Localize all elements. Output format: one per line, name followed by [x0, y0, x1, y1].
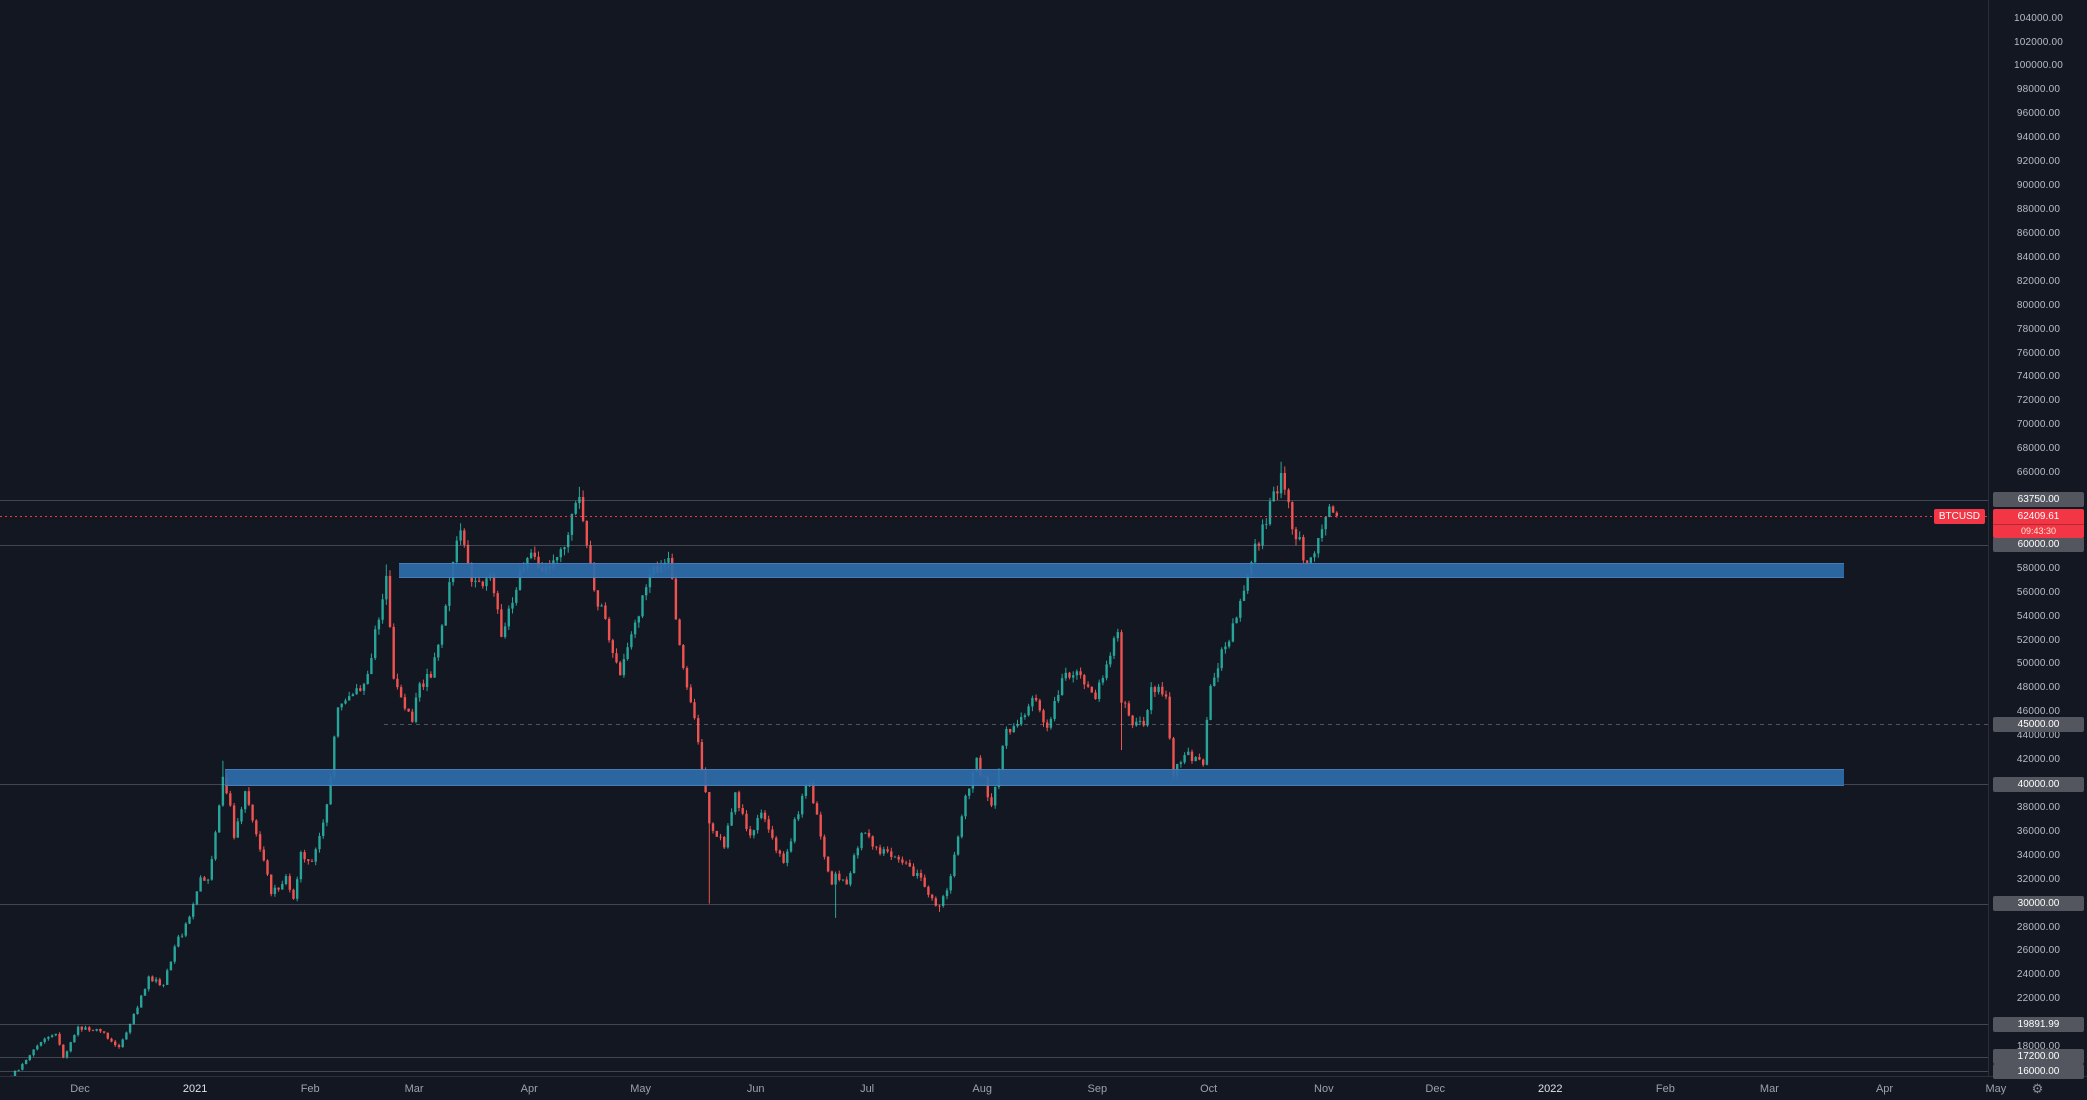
time-axis-label: Mar	[404, 1083, 424, 1095]
last-price-value: 62409.61	[2017, 510, 2060, 522]
price-tick-label: 98000.00	[2016, 84, 2061, 96]
price-tick-label: 80000.00	[2016, 299, 2061, 311]
price-level-line[interactable]	[384, 724, 1988, 726]
price-tick-label: 46000.00	[2016, 706, 2061, 718]
time-axis-label: 2022	[1538, 1083, 1563, 1095]
price-tick-label: 102000.00	[2013, 36, 2064, 48]
time-axis-label: Apr	[520, 1083, 538, 1095]
price-level-badge: 30000.00	[1993, 896, 2084, 912]
price-tick-label: 94000.00	[2016, 132, 2061, 144]
price-tick-label: 90000.00	[2016, 180, 2061, 191]
price-level-line[interactable]	[0, 1024, 1988, 1026]
time-axis-label: Oct	[1200, 1083, 1218, 1095]
price-tick-label: 104000.00	[2013, 12, 2064, 24]
price-tick-label: 54000.00	[2016, 610, 2061, 622]
price-tick-label: 66000.00	[2016, 467, 2061, 478]
price-tick-label: 18000.00	[2016, 1041, 2061, 1053]
time-axis-label: Dec	[70, 1083, 90, 1095]
time-axis-label: May	[1985, 1083, 2007, 1095]
price-level-badge: 60000.00	[1993, 537, 2084, 553]
support-zone[interactable]	[224, 769, 1844, 786]
time-axis-label: Jul	[860, 1083, 875, 1095]
time-axis-label: Feb	[1655, 1083, 1675, 1095]
price-tick-label: 52000.00	[2016, 634, 2061, 646]
price-tick-label: 42000.00	[2016, 754, 2061, 766]
price-level-line[interactable]	[0, 1056, 1988, 1058]
chart-pane[interactable]: BTCUSD	[0, 0, 1988, 1076]
time-axis-label: Sep	[1087, 1083, 1108, 1095]
price-tick-label: 68000.00	[2016, 443, 2061, 455]
price-tick-label: 76000.00	[2016, 347, 2061, 359]
resistance-zone[interactable]	[399, 562, 1844, 578]
price-tick-label: 58000.00	[2016, 562, 2061, 574]
time-axis-label: Dec	[1425, 1083, 1445, 1095]
price-tick-label: 50000.00	[2016, 658, 2061, 670]
price-tick-label: 72000.00	[2016, 395, 2061, 407]
time-axis-label: Nov	[1314, 1083, 1334, 1095]
settings-icon[interactable]: ⚙	[2031, 1081, 2044, 1096]
price-level-line[interactable]	[0, 1071, 1988, 1072]
price-tick-label: 100000.00	[2013, 60, 2064, 72]
price-tick-label: 28000.00	[2016, 921, 2061, 933]
price-tick-label: 92000.00	[2016, 156, 2061, 168]
time-axis-label: Feb	[300, 1083, 320, 1095]
price-tick-label: 56000.00	[2016, 586, 2061, 598]
price-level-line[interactable]	[0, 544, 1988, 546]
price-tick-label: 26000.00	[2016, 945, 2061, 957]
price-level-badge: 40000.00	[1993, 776, 2084, 792]
price-level-badge: 16000.00	[1993, 1063, 2084, 1079]
price-axis[interactable]: 104000.00 102000.00 100000.00 98000.00 96000…	[1988, 0, 2087, 1079]
price-level-badge: 63750.00	[1993, 492, 2084, 508]
price-tick-label: 24000.00	[2016, 969, 2061, 981]
price-tick-label: 82000.00	[2016, 275, 2061, 287]
candlestick-chart[interactable]	[0, 0, 1988, 1076]
time-axis[interactable]: Dec 2021 Feb Mar Apr May Jun Jul Aug Sep Oct Nov Dec…	[0, 1076, 2087, 1100]
time-axis-label: Aug	[972, 1083, 992, 1095]
time-axis-label: 2021	[182, 1083, 208, 1095]
time-axis-label: Apr	[1875, 1083, 1894, 1095]
price-tick-label: 44000.00	[2016, 730, 2061, 742]
price-tick-label: 78000.00	[2016, 323, 2061, 335]
symbol-price-label: BTCUSD	[1933, 508, 1985, 524]
last-price-badge: 62409.61 09:43:30	[1993, 508, 2084, 538]
price-level-line[interactable]	[0, 499, 1988, 501]
price-level-badge: 19891.99	[1993, 1016, 2084, 1032]
time-axis-label: Mar	[1759, 1083, 1779, 1095]
price-tick-label: 48000.00	[2016, 682, 2061, 694]
time-axis-label: Jun	[746, 1083, 765, 1095]
price-tick-label: 88000.00	[2016, 203, 2061, 215]
bar-countdown: 09:43:30	[1993, 523, 2084, 538]
price-level-badge: 45000.00	[1993, 716, 2084, 732]
price-tick-label: 34000.00	[2016, 849, 2061, 861]
price-tick-label: 96000.00	[2016, 108, 2061, 120]
price-tick-label: 86000.00	[2016, 227, 2061, 239]
time-axis-label: May	[630, 1083, 651, 1095]
axis-corner[interactable]: ⚙	[1988, 1077, 2087, 1100]
price-tick-label: 74000.00	[2016, 371, 2061, 383]
price-tick-label: 70000.00	[2016, 419, 2061, 431]
price-tick-label: 22000.00	[2016, 993, 2061, 1005]
price-tick-label: 32000.00	[2016, 873, 2061, 885]
current-price-line	[0, 516, 1988, 517]
price-tick-label: 36000.00	[2016, 825, 2061, 837]
price-level-badge: 17200.00	[1993, 1049, 2084, 1065]
price-level-line[interactable]	[0, 903, 1988, 905]
price-tick-label: 38000.00	[2016, 801, 2061, 813]
price-tick-label: 84000.00	[2016, 251, 2061, 263]
